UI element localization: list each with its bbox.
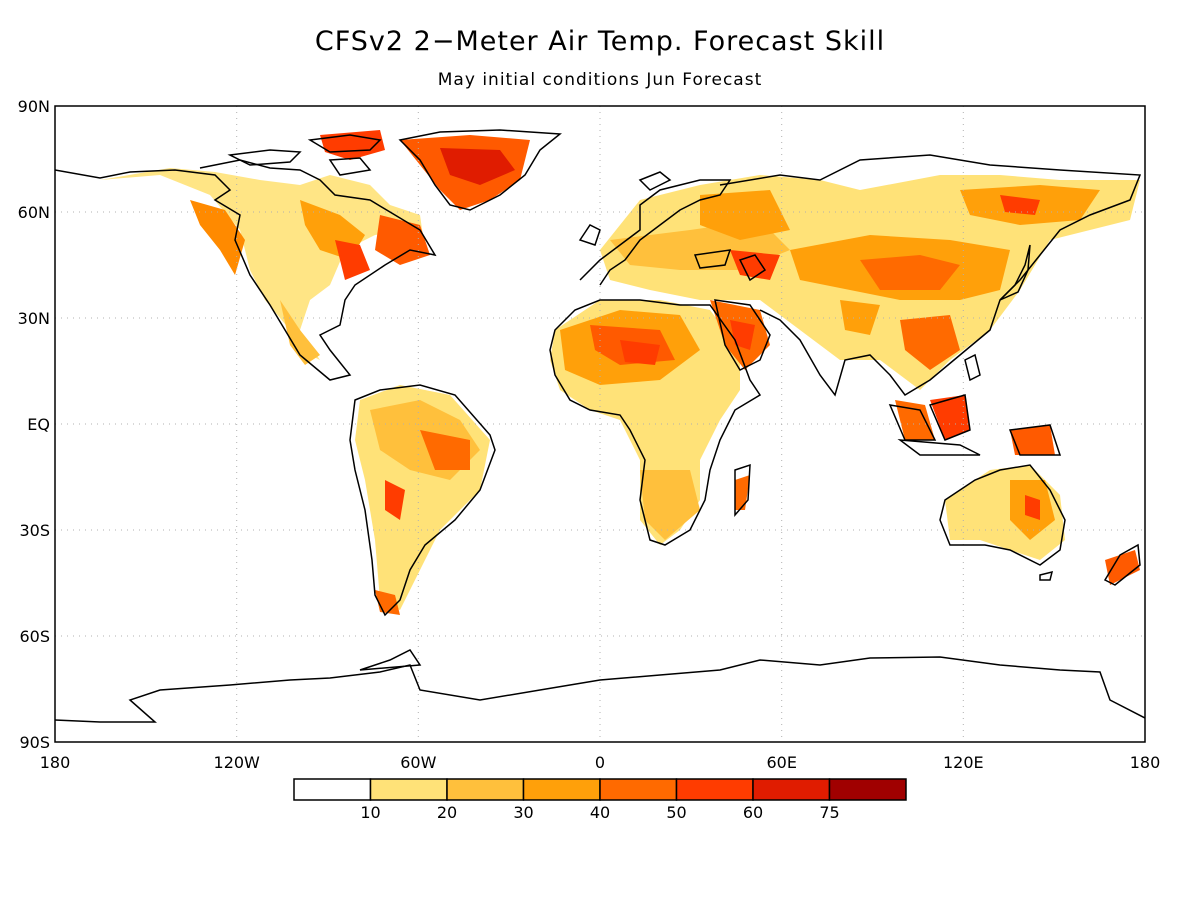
lat-label: EQ [27,415,50,434]
chart-title: CFSv2 2−Meter Air Temp. Forecast Skill [314,26,886,57]
lat-axis: 90N 60N 30N EQ 30S 60S 90S [18,97,50,752]
skill-field [100,130,1140,615]
colorbar-label: 10 [360,803,380,822]
chart-subtitle: May initial conditions Jun Forecast [437,70,763,90]
lat-label: 90N [18,97,50,116]
colorbar-label: 30 [513,803,533,822]
lat-label: 90S [19,733,50,752]
lon-label: 180 [40,753,71,772]
lon-label: 120E [943,753,984,772]
colorbar-label: 40 [590,803,610,822]
lat-label: 30N [18,309,50,328]
colorbar-swatch [752,778,831,801]
colorbar-swatch [522,778,601,801]
lon-axis: 180 120W 60W 0 60E 120E 180 [40,753,1161,772]
colorbar-swatch [369,778,448,801]
region-south-america [355,385,490,615]
region-se-asia [895,395,1055,455]
region-africa [550,300,770,545]
colorbar-swatch [446,778,525,801]
lon-label: 60W [400,753,436,772]
lat-label: 60N [18,203,50,222]
colorbar-label: 75 [819,803,839,822]
region-australia [945,465,1140,585]
lon-label: 120W [214,753,261,772]
colorbar: 10 20 30 40 50 60 75 [293,778,907,822]
colorbar-swatch [293,778,372,801]
graticule [55,106,1145,742]
region-eurasia [600,175,1140,390]
lon-label: 60E [766,753,796,772]
region-north-america [100,168,430,365]
map-frame [54,105,1146,743]
colorbar-label: 20 [437,803,457,822]
colorbar-label: 50 [666,803,686,822]
lon-label: 0 [595,753,605,772]
lat-label: 30S [19,521,50,540]
colorbar-swatch [599,778,678,801]
colorbar-swatch [828,778,907,801]
lat-label: 60S [19,627,50,646]
lon-label: 180 [1130,753,1161,772]
coastlines [55,129,1145,723]
colorbar-label: 60 [743,803,763,822]
colorbar-swatch [675,778,754,801]
